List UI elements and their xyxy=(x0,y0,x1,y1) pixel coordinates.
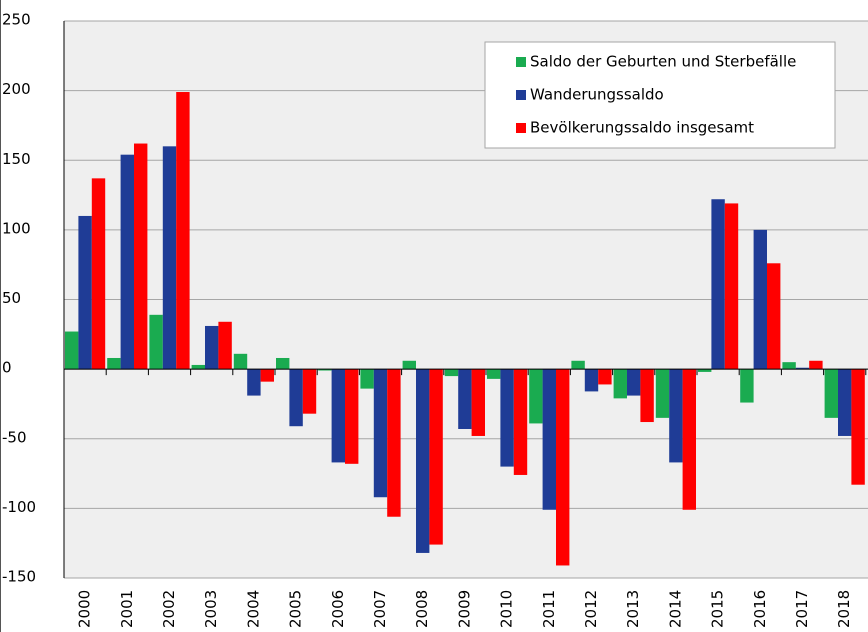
x-tick-label: 2015 xyxy=(709,590,727,628)
x-tick-label: 2008 xyxy=(413,590,431,628)
bar xyxy=(276,357,290,370)
bar xyxy=(556,369,570,566)
bar xyxy=(838,369,852,436)
bar xyxy=(851,369,865,485)
y-tick-label: -50 xyxy=(2,428,27,446)
x-tick-label: 2006 xyxy=(329,590,347,628)
bar xyxy=(500,369,514,467)
bar xyxy=(205,325,219,370)
bar xyxy=(767,263,781,370)
bar xyxy=(487,369,501,379)
bar xyxy=(458,369,472,430)
legend-label: Saldo der Geburten und Sterbefälle xyxy=(530,53,796,71)
bar xyxy=(598,369,612,385)
bar xyxy=(107,357,121,370)
legend-label: Wanderungssaldo xyxy=(530,86,664,104)
x-tick-label: 2002 xyxy=(160,590,178,628)
bar xyxy=(65,331,79,370)
bar xyxy=(471,369,485,436)
x-tick-label: 2010 xyxy=(498,590,516,628)
x-tick-label: 2003 xyxy=(202,590,220,628)
legend-box xyxy=(484,41,836,149)
bar xyxy=(824,369,838,418)
bar xyxy=(429,369,443,545)
bar xyxy=(162,146,177,370)
bar xyxy=(584,369,599,392)
y-tick-label: 250 xyxy=(2,11,31,29)
bar xyxy=(782,362,796,370)
bar xyxy=(191,364,205,370)
x-tick-label: 2000 xyxy=(76,590,94,628)
y-tick-label: -100 xyxy=(2,498,36,516)
bar xyxy=(682,369,696,510)
x-tick-label: 2013 xyxy=(624,590,642,628)
legend-label: Bevölkerungssaldo insgesamt xyxy=(530,119,754,137)
bar xyxy=(416,369,430,553)
bar xyxy=(809,360,823,370)
bar xyxy=(640,369,654,423)
bar xyxy=(260,369,274,382)
bar xyxy=(402,360,416,370)
bar xyxy=(795,367,810,370)
x-tick-label: 2009 xyxy=(455,590,473,628)
x-tick-label: 2005 xyxy=(287,590,305,628)
bar xyxy=(740,369,754,403)
bar xyxy=(513,369,528,475)
bar xyxy=(134,143,148,370)
bar xyxy=(698,369,712,372)
legend-swatch xyxy=(516,90,526,100)
bar xyxy=(247,369,261,396)
bar xyxy=(91,178,106,370)
x-tick-label: 2011 xyxy=(540,590,558,628)
x-tick-label: 2017 xyxy=(793,590,811,628)
y-tick-label: 0 xyxy=(2,359,12,377)
bar xyxy=(233,353,248,370)
bar xyxy=(669,369,683,463)
x-tick-label: 2004 xyxy=(244,590,262,628)
x-tick-label: 2014 xyxy=(666,590,684,628)
bar xyxy=(542,369,556,510)
legend-swatch xyxy=(516,123,526,133)
bar xyxy=(753,229,767,370)
y-tick-label: -150 xyxy=(2,568,36,586)
bar xyxy=(78,215,92,370)
bar xyxy=(149,314,163,370)
bar xyxy=(331,369,345,463)
bar xyxy=(318,369,332,371)
bar xyxy=(529,369,543,424)
x-tick-label: 2016 xyxy=(751,590,769,628)
bar xyxy=(444,369,459,377)
bar xyxy=(360,369,374,389)
x-tick-label: 2012 xyxy=(582,590,600,628)
legend-swatch xyxy=(516,57,526,67)
y-tick-label: 50 xyxy=(2,289,21,307)
bar xyxy=(289,369,303,427)
y-tick-label: 150 xyxy=(2,150,31,168)
bar xyxy=(302,369,317,414)
bar xyxy=(345,369,359,464)
y-tick-label: 100 xyxy=(2,219,31,237)
x-tick-label: 2007 xyxy=(371,590,389,628)
bar xyxy=(613,369,627,399)
bar xyxy=(218,321,232,370)
y-tick-label: 200 xyxy=(2,80,31,98)
bar xyxy=(120,154,134,370)
bar xyxy=(711,199,725,370)
bar xyxy=(655,369,670,418)
bar xyxy=(627,369,641,396)
x-tick-label: 2001 xyxy=(118,590,136,628)
bar xyxy=(387,369,401,517)
bar xyxy=(724,203,739,370)
bar xyxy=(571,360,585,370)
bar xyxy=(176,92,190,370)
bar xyxy=(373,369,388,498)
x-tick-label: 2018 xyxy=(835,590,853,628)
